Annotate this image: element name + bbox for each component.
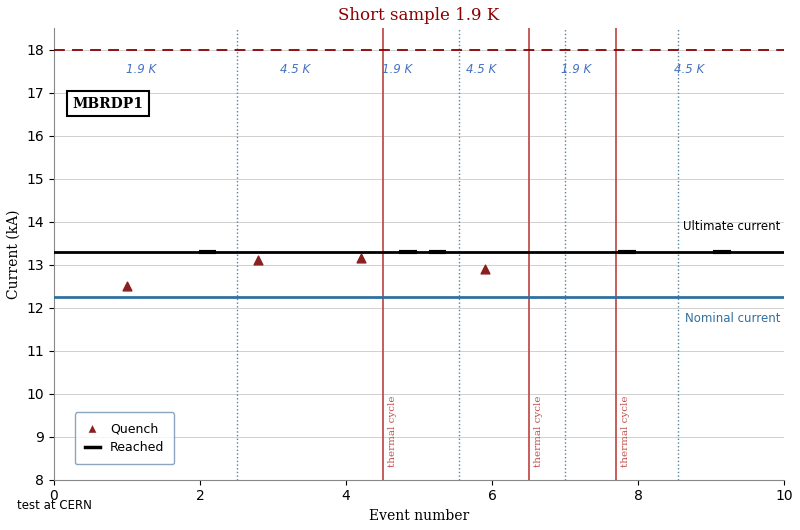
Text: thermal cycle: thermal cycle: [388, 395, 397, 467]
Text: 4.5 K: 4.5 K: [674, 63, 705, 76]
Point: [121, 282, 134, 290]
Legend: Quench, Reached: Quench, Reached: [75, 412, 174, 464]
Text: MBRDP1: MBRDP1: [72, 96, 143, 111]
Text: thermal cycle: thermal cycle: [534, 395, 542, 467]
Text: 4.5 K: 4.5 K: [280, 63, 310, 76]
Text: test at CERN: test at CERN: [18, 499, 92, 512]
Text: Nominal current: Nominal current: [685, 312, 781, 325]
X-axis label: Event number: Event number: [369, 509, 470, 523]
Text: 1.9 K: 1.9 K: [561, 63, 591, 76]
Text: 1.9 K: 1.9 K: [126, 63, 157, 76]
Text: 1.9 K: 1.9 K: [382, 63, 412, 76]
Point: [478, 265, 491, 273]
Title: Short sample 1.9 K: Short sample 1.9 K: [338, 7, 500, 24]
Text: 4.5 K: 4.5 K: [466, 63, 496, 76]
Text: Ultimate current: Ultimate current: [683, 219, 781, 233]
Y-axis label: Current (kA): Current (kA): [7, 209, 21, 299]
Point: [252, 256, 265, 264]
Text: thermal cycle: thermal cycle: [622, 395, 630, 467]
Point: [354, 254, 367, 262]
